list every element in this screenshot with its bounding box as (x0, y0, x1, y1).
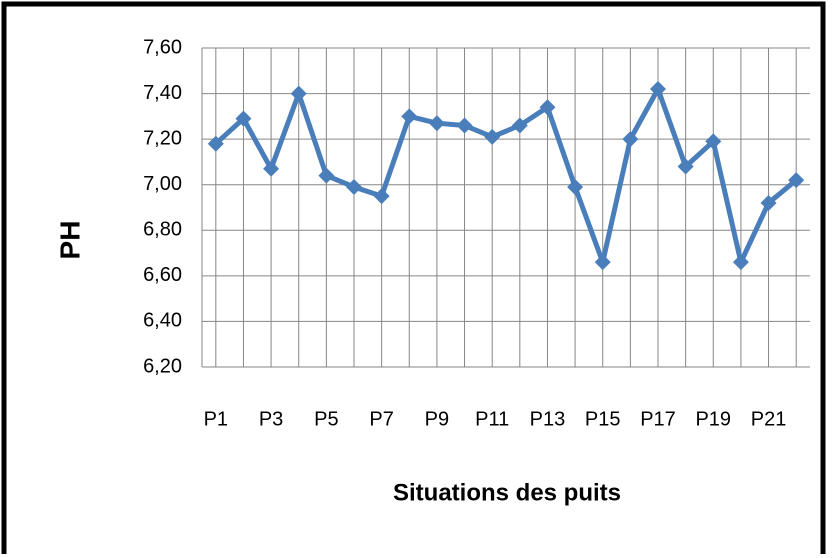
marker (788, 172, 805, 189)
y-tick-label: 7,20 (143, 127, 182, 149)
marker (567, 178, 584, 195)
x-tick-label: P1 (204, 408, 228, 430)
x-tick-label: P19 (695, 408, 731, 430)
marker (318, 167, 335, 184)
marker (207, 135, 224, 152)
marker (428, 115, 445, 132)
series-line (214, 86, 798, 265)
marker (732, 254, 749, 271)
x-tick-label: P5 (314, 408, 338, 430)
x-tick-label: P17 (640, 408, 676, 430)
marker (235, 110, 252, 127)
x-tick-label: P3 (259, 408, 283, 430)
marker (650, 81, 666, 98)
marker (622, 131, 639, 148)
y-tick-label: 6,20 (143, 355, 182, 377)
x-tick-label: P15 (585, 408, 621, 430)
y-tick-label: 7,60 (143, 36, 182, 58)
y-tick-label: 6,80 (143, 219, 182, 241)
marker (677, 158, 694, 175)
y-axis-title: PH (54, 221, 85, 260)
marker (484, 128, 501, 145)
x-tick-label: P13 (530, 408, 566, 430)
x-axis-title: Situations des puits (393, 479, 621, 506)
x-tick-label: P11 (475, 408, 509, 430)
marker (594, 254, 611, 271)
marker (401, 108, 418, 125)
x-tick-label: P9 (425, 408, 449, 430)
y-tick-label: 7,40 (143, 82, 182, 104)
marker (290, 85, 307, 102)
marker (705, 133, 722, 150)
x-tick-label: P21 (751, 408, 787, 430)
y-tick-label: 6,40 (143, 310, 182, 332)
y-tick-label: 7,00 (143, 173, 182, 195)
marker (539, 99, 556, 116)
x-tick-label: P7 (369, 408, 393, 430)
marker (511, 117, 528, 134)
y-tick-label: 6,60 (143, 264, 182, 286)
marker (346, 178, 362, 195)
marker (373, 188, 390, 205)
marker (760, 194, 777, 211)
marker (456, 117, 473, 134)
marker (263, 160, 280, 177)
